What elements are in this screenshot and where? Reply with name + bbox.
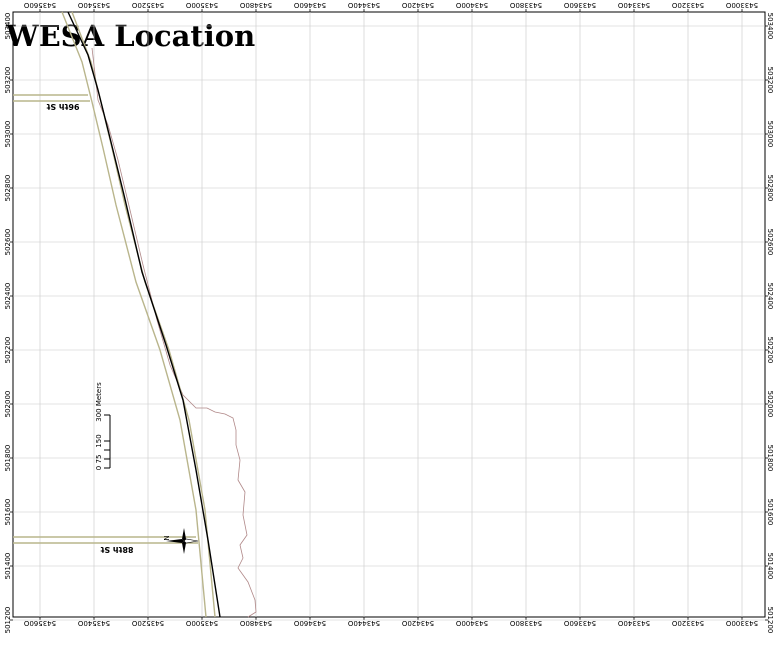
- y-tick-label-left: 502400: [4, 283, 12, 310]
- graticule: [10, 9, 768, 621]
- x-tick-label-top: 543480O: [239, 1, 272, 9]
- x-tick-label-bottom: 543520O: [131, 619, 164, 627]
- x-axis-bottom-labels: 543560O 543540O 543520O 543500O 543480O 54346…: [23, 619, 758, 627]
- x-tick-label-bottom: 543380O: [509, 619, 542, 627]
- y-tick-label-left: 501800: [4, 445, 12, 472]
- street-lower-label: 88th St: [100, 545, 133, 554]
- y-tick-label-right: 502600: [766, 229, 774, 256]
- x-tick-label-top: 543440O: [347, 1, 380, 9]
- y-tick-label-right: 501200: [766, 607, 774, 634]
- y-tick-label-left: 502200: [4, 337, 12, 364]
- north-arrow-icon: N: [163, 528, 199, 554]
- x-tick-label-top: 543380O: [509, 1, 542, 9]
- x-tick-label-top: 543400O: [455, 1, 488, 9]
- x-tick-label-bottom: 543420O: [401, 619, 434, 627]
- street-upper-label: 96th St: [46, 102, 79, 111]
- x-tick-label-top: 543320O: [671, 1, 704, 9]
- x-tick-label-top: 543340O: [617, 1, 650, 9]
- x-tick-label-bottom: 543440O: [347, 619, 380, 627]
- y-tick-label-left: 503000: [4, 121, 12, 148]
- x-tick-label-top: 543360O: [563, 1, 596, 9]
- y-tick-label-right: 502800: [766, 175, 774, 202]
- x-tick-label-bottom: 543480O: [239, 619, 272, 627]
- scale-unit-label: 300 Meters: [95, 382, 103, 422]
- x-tick-label-bottom: 543400O: [455, 619, 488, 627]
- x-tick-label-bottom: 543360O: [563, 619, 596, 627]
- y-tick-label-right: 501600: [766, 499, 774, 526]
- x-tick-label-top: 543420O: [401, 1, 434, 9]
- scale-tick-0: 0: [95, 466, 103, 470]
- x-tick-label-top: 543500O: [185, 1, 218, 9]
- y-tick-label-right: 503200: [766, 67, 774, 94]
- x-tick-label-bottom: 543540O: [77, 619, 110, 627]
- y-tick-label-left: 501200: [4, 607, 12, 634]
- x-tick-label-bottom: 543500O: [185, 619, 218, 627]
- x-tick-label-top: 543560O: [23, 1, 56, 9]
- y-tick-label-left: 502600: [4, 229, 12, 256]
- y-axis-left-labels: 503400 503200 503000 502800 502600 502400 5022…: [4, 13, 12, 634]
- x-tick-label-top: 543460O: [293, 1, 326, 9]
- y-tick-label-left: 501600: [4, 499, 12, 526]
- y-tick-label-right: 501400: [766, 553, 774, 580]
- y-tick-label-right: 502400: [766, 283, 774, 310]
- x-tick-label-bottom: 543560O: [23, 619, 56, 627]
- north-arrow-label: N: [163, 535, 171, 540]
- y-tick-label-left: 503400: [4, 13, 12, 40]
- y-tick-label-right: 503000: [766, 121, 774, 148]
- x-tick-label-bottom: 543300O: [725, 619, 758, 627]
- x-tick-label-top: 543520O: [131, 1, 164, 9]
- y-tick-label-right: 501800: [766, 445, 774, 472]
- y-tick-label-right: 502000: [766, 391, 774, 418]
- shoreline: [91, 47, 257, 618]
- x-tick-label-top: 543300O: [725, 1, 758, 9]
- y-tick-label-left: 502000: [4, 391, 12, 418]
- x-axis-top-labels: 543560O 543540O 543520O 543500O 543480O 54346…: [23, 1, 758, 9]
- x-tick-label-bottom: 543340O: [617, 619, 650, 627]
- x-tick-label-top: 543540O: [77, 1, 110, 9]
- map-title: WESA Location: [6, 19, 256, 53]
- y-tick-label-left: 501400: [4, 553, 12, 580]
- y-tick-label-right: 503400: [766, 13, 774, 40]
- y-tick-label-right: 502200: [766, 337, 774, 364]
- y-tick-label-left: 503200: [4, 67, 12, 94]
- map-frame: [12, 11, 766, 618]
- x-tick-label-bottom: 543460O: [293, 619, 326, 627]
- scale-tick-150: 150: [95, 434, 103, 447]
- x-tick-label-bottom: 543320O: [671, 619, 704, 627]
- y-axis-right-labels: 503400 503200 503000 502800 502600 502400 5022…: [766, 13, 774, 634]
- y-tick-label-left: 502800: [4, 175, 12, 202]
- diagonal-road-casing-east: [71, 11, 216, 618]
- scale-tick-75: 75: [95, 455, 103, 464]
- scale-bar: 0 75 150 300 Meters: [95, 382, 111, 470]
- diagonal-road-casing-west: [61, 11, 207, 618]
- rail-line: [67, 11, 221, 618]
